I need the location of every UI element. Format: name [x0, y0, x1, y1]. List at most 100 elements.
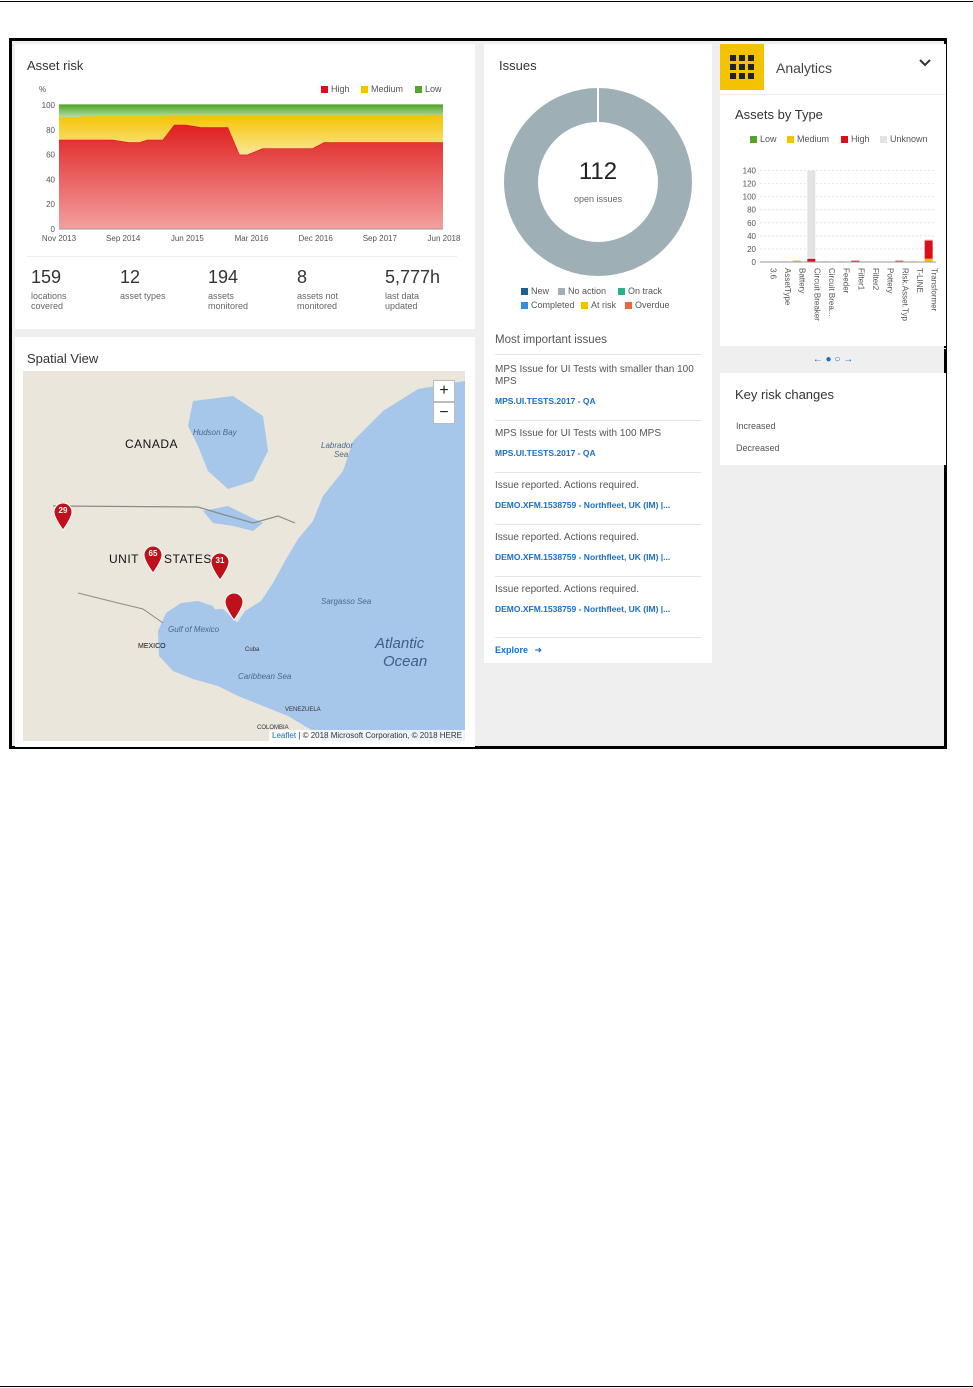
legend-label: No action	[568, 286, 607, 296]
issue-asset-link[interactable]: MPS.UI.TESTS.2017 - QA	[495, 448, 596, 458]
pager-dot-active[interactable]: ●	[822, 354, 835, 365]
legend-label: High	[331, 84, 350, 94]
map-zoom-in-button[interactable]: +	[433, 380, 455, 402]
bar-medium[interactable]	[792, 260, 801, 262]
carousel-pager: ← ● ○ →	[720, 354, 946, 365]
map-marker[interactable]: 31	[210, 552, 230, 581]
map-pin-icon	[224, 592, 244, 621]
bar-unknown[interactable]	[807, 170, 816, 259]
y-tick-label: 60	[46, 151, 55, 160]
map-marker[interactable]: 29	[53, 502, 73, 531]
stat-value: 5,777h	[385, 267, 441, 287]
chevron-down-icon[interactable]	[918, 56, 932, 73]
map-marker[interactable]: 65	[143, 545, 163, 574]
issue-asset-link[interactable]: MPS.UI.TESTS.2017 - QA	[495, 396, 596, 406]
legend-item-medium: Medium	[361, 84, 403, 94]
y-tick-label: 20	[46, 200, 55, 209]
map-marker-count: 31	[215, 556, 225, 565]
issue-item[interactable]: Issue reported. Actions required. DEMO.XF…	[495, 480, 701, 510]
y-tick-label: 0	[752, 258, 757, 267]
map-marker[interactable]	[224, 592, 244, 621]
arrow-left-icon[interactable]: ←	[812, 354, 823, 365]
map-label-canada: CANADA	[125, 437, 179, 451]
stat-label: monitored	[208, 301, 249, 311]
map-label-us-2: STATES	[164, 552, 212, 566]
legend-swatch	[415, 85, 422, 93]
issue-item[interactable]: MPS Issue for UI Tests with smaller than…	[495, 364, 701, 406]
map-pin-icon	[210, 552, 230, 581]
y-tick-label: 140	[743, 167, 757, 176]
legend-label: Completed	[531, 300, 575, 310]
x-tick-label: Dec 2016	[299, 234, 334, 243]
legend-swatch	[558, 287, 565, 295]
abt-legend-item: Low	[750, 134, 777, 144]
issue-asset-link[interactable]: DEMO.XFM.1538759 - Northfleet, UK (IM) |…	[495, 552, 671, 562]
legend-label: Medium	[371, 84, 404, 94]
map-label-atlantic-1: Atlantic	[375, 635, 425, 652]
map-zoom-out-button[interactable]: −	[433, 402, 455, 424]
issue-item[interactable]: Issue reported. Actions required. DEMO.XF…	[495, 584, 701, 614]
legend-swatch	[521, 301, 528, 309]
x-tick-label: Sep 2014	[106, 234, 141, 243]
stat-label: asset types	[120, 291, 166, 301]
legend-swatch	[581, 301, 588, 309]
bar-unknown[interactable]	[895, 260, 904, 261]
explore-link[interactable]: Explore ➜	[495, 645, 542, 656]
y-tick-label: 40	[46, 175, 55, 184]
issue-asset-link[interactable]: DEMO.XFM.1538759 - Northfleet, UK (IM) |…	[495, 604, 671, 614]
map-label-labrador-1: Labrador	[321, 441, 354, 450]
area-series-high	[59, 124, 443, 229]
y-tick-label: 60	[747, 219, 756, 228]
issue-legend-item: At risk	[581, 300, 616, 310]
map-pin-icon	[53, 502, 73, 531]
stat-label: locations	[31, 291, 67, 301]
issue-separator	[495, 472, 701, 473]
issue-legend-item: New	[521, 286, 549, 296]
analytics-card: Analytics Assets by Type Low Medium High Un…	[720, 44, 946, 365]
legend-swatch	[321, 85, 328, 93]
issue-asset-link[interactable]: DEMO.XFM.1538759 - Northfleet, UK (IM) |…	[495, 500, 671, 510]
apps-grid-button[interactable]	[720, 44, 764, 90]
key-risk-title: Key risk changes	[735, 387, 834, 402]
issue-title: Issue reported. Actions required.	[495, 480, 639, 491]
legend-label: Low	[760, 134, 777, 144]
bar-high[interactable]	[851, 260, 860, 262]
map-land	[23, 371, 465, 741]
arrow-right-icon[interactable]: →	[843, 354, 854, 365]
assets-by-type-title: Assets by Type	[735, 107, 823, 122]
legend-label: High	[851, 134, 870, 144]
y-tick-label: 100	[42, 101, 56, 110]
stat-label: assets	[208, 291, 235, 301]
issues-card: Issues 112 open issues New No action On tr…	[484, 44, 712, 663]
key-risk-increased[interactable]: Increased	[736, 421, 776, 431]
bar-high[interactable]	[895, 260, 904, 262]
issue-item[interactable]: Issue reported. Actions required. DEMO.XF…	[495, 532, 701, 562]
bar-unknown[interactable]	[924, 239, 933, 241]
x-tick-label: Jun 2015	[171, 234, 204, 243]
x-tick-label: Filter2	[871, 268, 880, 291]
bar-high[interactable]	[924, 240, 933, 259]
bar-high[interactable]	[807, 258, 816, 262]
map-label-us-1: UNIT	[109, 552, 139, 566]
y-tick-label: 100	[743, 193, 757, 202]
x-tick-label: Jun 2018	[428, 234, 461, 243]
bar-medium[interactable]	[924, 258, 933, 262]
map-marker-count: 65	[148, 549, 158, 558]
issue-legend-item: No action	[558, 286, 606, 296]
key-risk-decreased[interactable]: Decreased	[736, 443, 780, 453]
y-tick-label: 80	[747, 206, 756, 215]
legend-label: Low	[425, 84, 442, 94]
stat-label: monitored	[297, 301, 338, 311]
y-tick-label: 80	[46, 126, 55, 135]
map[interactable]: CANADA Hudson Bay Labrador Sea UNIT STAT…	[23, 371, 465, 741]
most-important-title: Most important issues	[495, 334, 607, 346]
map-label-labrador-2: Sea	[334, 450, 349, 459]
issue-item[interactable]: MPS Issue for UI Tests with 100 MPS MPS.U…	[495, 428, 701, 458]
issue-title: MPS Issue for UI Tests with 100 MPS	[495, 428, 661, 439]
pager-dot[interactable]: ○	[834, 354, 844, 365]
issue-legend-item: Completed	[521, 300, 575, 310]
assets-by-type-chart: 0 20 40 60 80 100 120 140 3.6 AssetType Battery Cir…	[743, 167, 939, 322]
x-tick-label: T-LINE	[915, 268, 924, 293]
bar-unknown[interactable]	[792, 260, 801, 261]
leaflet-link[interactable]: Leaflet	[272, 731, 297, 740]
